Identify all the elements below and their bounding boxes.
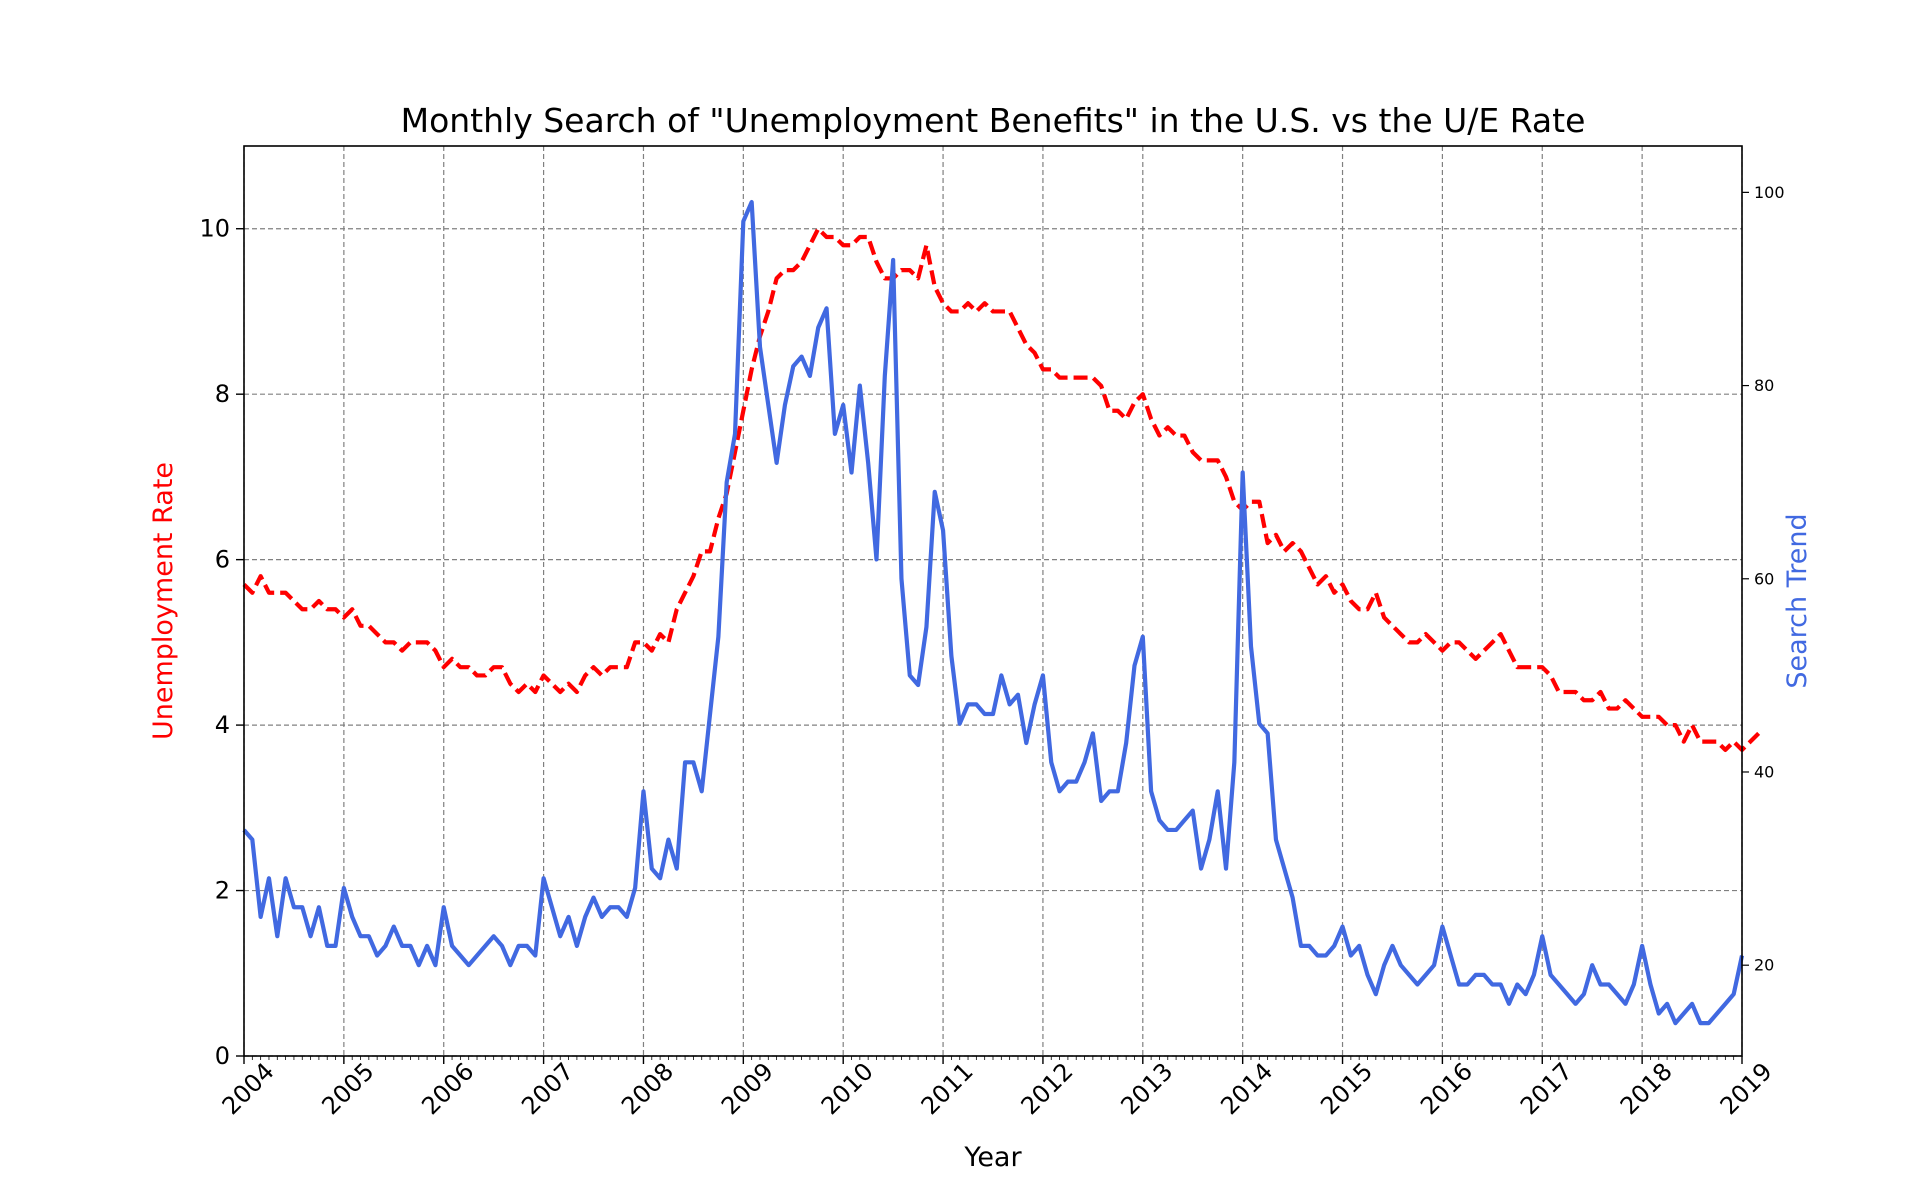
y-right-tick-label: 40 bbox=[1754, 762, 1774, 781]
x-tick-label: 2017 bbox=[1515, 1057, 1578, 1120]
plot-frame bbox=[243, 145, 1743, 1057]
y-right-tick-label: 100 bbox=[1754, 183, 1785, 202]
y-right-tick-label: 60 bbox=[1754, 569, 1774, 588]
y-left-tick-label: 2 bbox=[215, 877, 230, 905]
y-left-tick-label: 4 bbox=[215, 711, 230, 739]
grid-layer bbox=[243, 146, 1743, 1057]
y-left-tick-label: 6 bbox=[215, 546, 230, 574]
y-left-tick-label: 0 bbox=[215, 1042, 230, 1070]
y-left-tick-label: 10 bbox=[199, 215, 230, 243]
x-tick-label: 2007 bbox=[516, 1057, 579, 1120]
x-tick-label: 2018 bbox=[1615, 1057, 1678, 1120]
x-tick-label: 2012 bbox=[1016, 1057, 1079, 1120]
x-tick-label: 2016 bbox=[1415, 1057, 1478, 1120]
x-tick-label: 2014 bbox=[1215, 1057, 1278, 1120]
x-tick-label: 2010 bbox=[816, 1057, 879, 1120]
x-axis-title: Year bbox=[963, 1142, 1022, 1173]
x-tick-label: 2008 bbox=[616, 1057, 679, 1120]
series-unemployment-rate-line bbox=[242, 226, 1761, 753]
y-axis-right-title: Search Trend bbox=[1782, 513, 1813, 688]
y-right-tick-label: 20 bbox=[1754, 956, 1774, 975]
x-tick-label: 2013 bbox=[1115, 1057, 1178, 1120]
chart-title: Monthly Search of "Unemployment Benefits… bbox=[401, 101, 1586, 140]
x-tick-label: 2006 bbox=[416, 1057, 479, 1120]
series-layer bbox=[242, 199, 1761, 1026]
x-tick-label: 2005 bbox=[317, 1057, 380, 1120]
x-tick-label: 2009 bbox=[716, 1057, 779, 1120]
x-tick-label: 2015 bbox=[1315, 1057, 1378, 1120]
y-left-tick-label: 8 bbox=[215, 380, 230, 408]
series-search-trend-line bbox=[242, 199, 1745, 1026]
x-tick-label: 2019 bbox=[1715, 1057, 1778, 1120]
y-axis-left-title: Unemployment Rate bbox=[148, 462, 179, 740]
x-tick-label: 2011 bbox=[916, 1057, 979, 1120]
y-right-tick-label: 80 bbox=[1754, 376, 1774, 395]
